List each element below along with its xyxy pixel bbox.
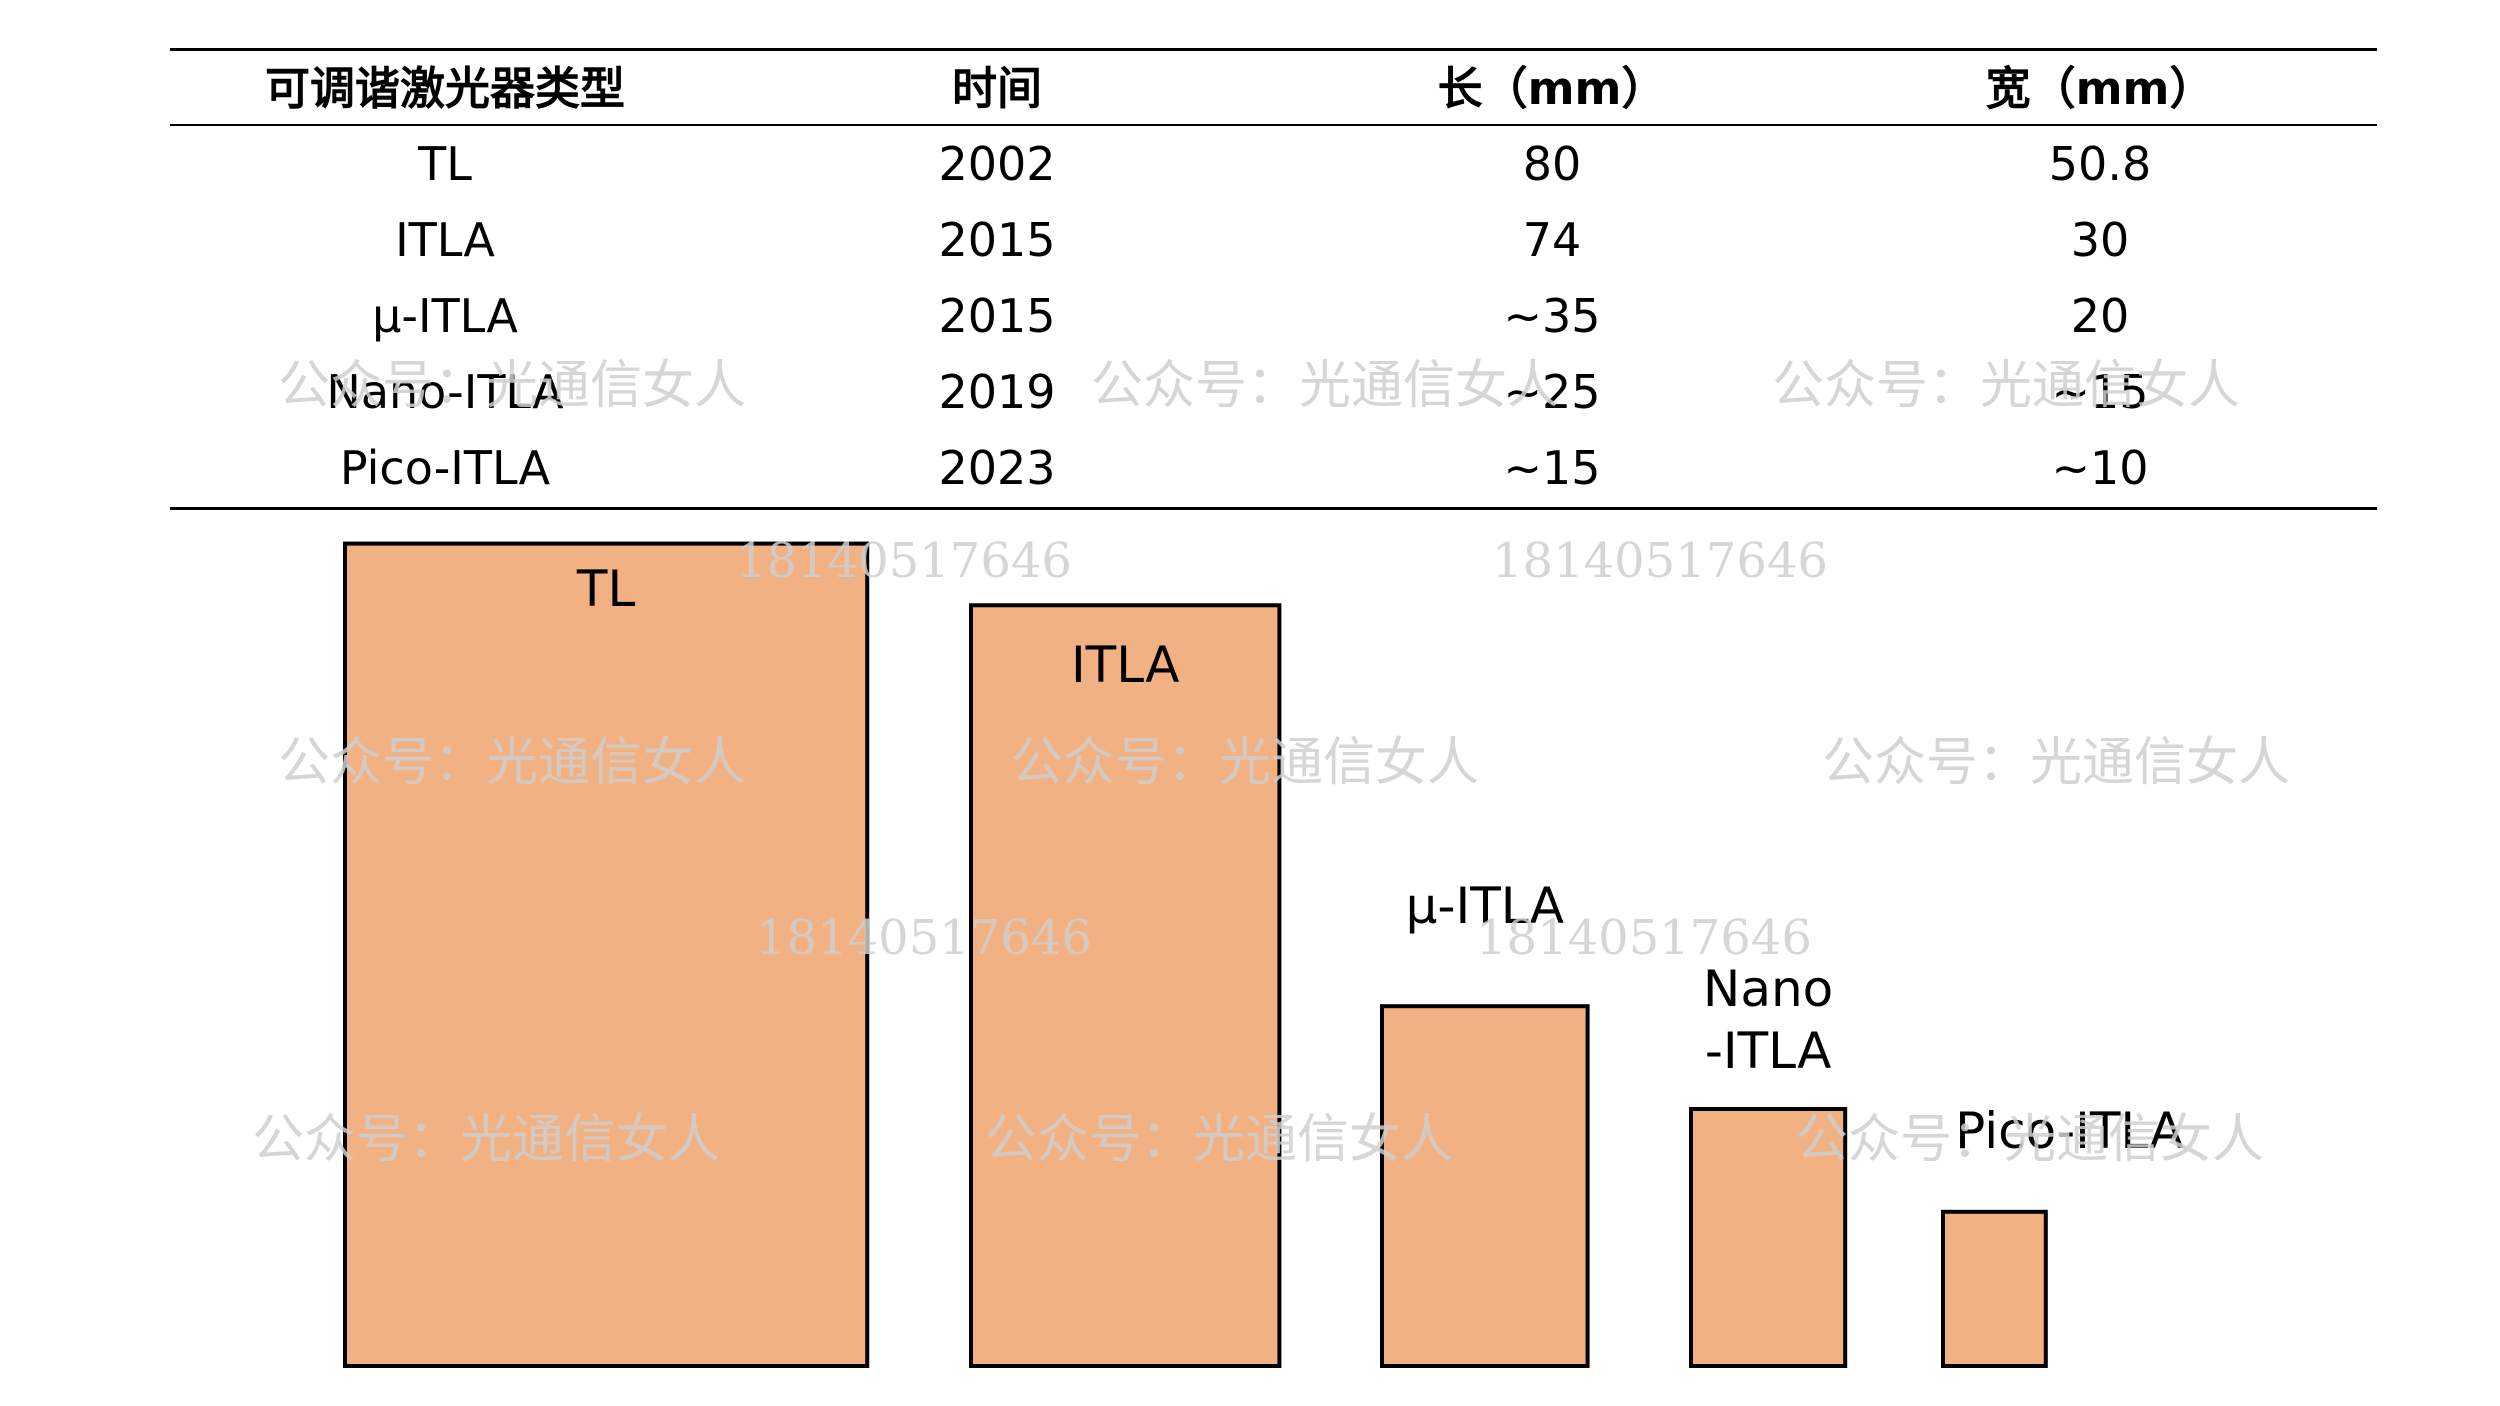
watermark-account: 公众号：光通信女人 [278, 356, 747, 416]
watermark-account: 公众号：光通信女人 [1822, 733, 2291, 793]
cell-type-nano-itla: Nano-ITLA [326, 365, 564, 419]
header-laser-type: 可调谐激光器类型 [264, 62, 626, 115]
watermark-number: 18140517646 [1476, 910, 1812, 966]
bar-label: μ-ITLA [1406, 877, 1564, 935]
table-top-rule [170, 48, 2377, 51]
watermark-account: 公众号：光通信女人 [1091, 356, 1560, 416]
bar-label: Nano [1703, 960, 1833, 1018]
table-header-rule [170, 124, 2377, 126]
cell-year-micro-itla: 2015 [938, 289, 1056, 343]
watermark-account: 公众号：光通信女人 [1796, 1110, 2265, 1170]
cell-type-itla: ITLA [395, 213, 495, 267]
header-width: 宽（mm） [1985, 62, 2215, 115]
cell-year-itla: 2015 [938, 213, 1056, 267]
watermark-account: 公众号：光通信女人 [252, 1110, 721, 1170]
bar-tl [343, 541, 870, 1368]
cell-length-tl: 80 [1522, 137, 1582, 191]
watermark-account: 公众号：光通信女人 [1011, 733, 1480, 793]
bar-label: ITLA [1071, 636, 1180, 694]
cell-type-tl: TL [418, 137, 472, 191]
watermark-account: 公众号：光通信女人 [985, 1110, 1454, 1170]
bar-itla [1380, 1004, 1590, 1368]
header-year: 时间 [951, 62, 1043, 115]
watermark-number: 18140517646 [756, 910, 1092, 966]
watermark-number: 18140517646 [1492, 533, 1828, 589]
cell-width-nano-itla: ~15 [2051, 365, 2149, 419]
bar-nano-itla [1689, 1107, 1848, 1368]
watermark-account: 公众号：光通信女人 [278, 733, 747, 793]
cell-width-itla: 30 [2070, 213, 2130, 267]
cell-year-tl: 2002 [938, 137, 1056, 191]
cell-length-nano-itla: ~25 [1503, 365, 1601, 419]
cell-width-micro-itla: 20 [2070, 289, 2130, 343]
cell-width-tl: 50.8 [2048, 137, 2152, 191]
cell-year-pico-itla: 2023 [938, 441, 1056, 495]
cell-length-itla: 74 [1522, 213, 1582, 267]
cell-type-pico-itla: Pico-ITLA [339, 441, 551, 495]
bar-itla [969, 603, 1282, 1368]
bar-label: Pico-ITLA [1955, 1102, 2184, 1160]
header-length: 长（mm） [1437, 62, 1667, 115]
bar-label: TL [576, 560, 636, 618]
cell-length-micro-itla: ~35 [1503, 289, 1601, 343]
cell-length-pico-itla: ~15 [1503, 441, 1601, 495]
bar-pico-itla [1941, 1209, 2048, 1369]
cell-width-pico-itla: ~10 [2051, 441, 2149, 495]
cell-type-micro-itla: μ-ITLA [372, 289, 518, 343]
cell-year-nano-itla: 2019 [938, 365, 1056, 419]
table-bottom-rule [170, 507, 2377, 510]
bar-label: -ITLA [1705, 1022, 1832, 1080]
watermark-number: 18140517646 [736, 533, 1072, 589]
watermark-account: 公众号：光通信女人 [1772, 356, 2241, 416]
